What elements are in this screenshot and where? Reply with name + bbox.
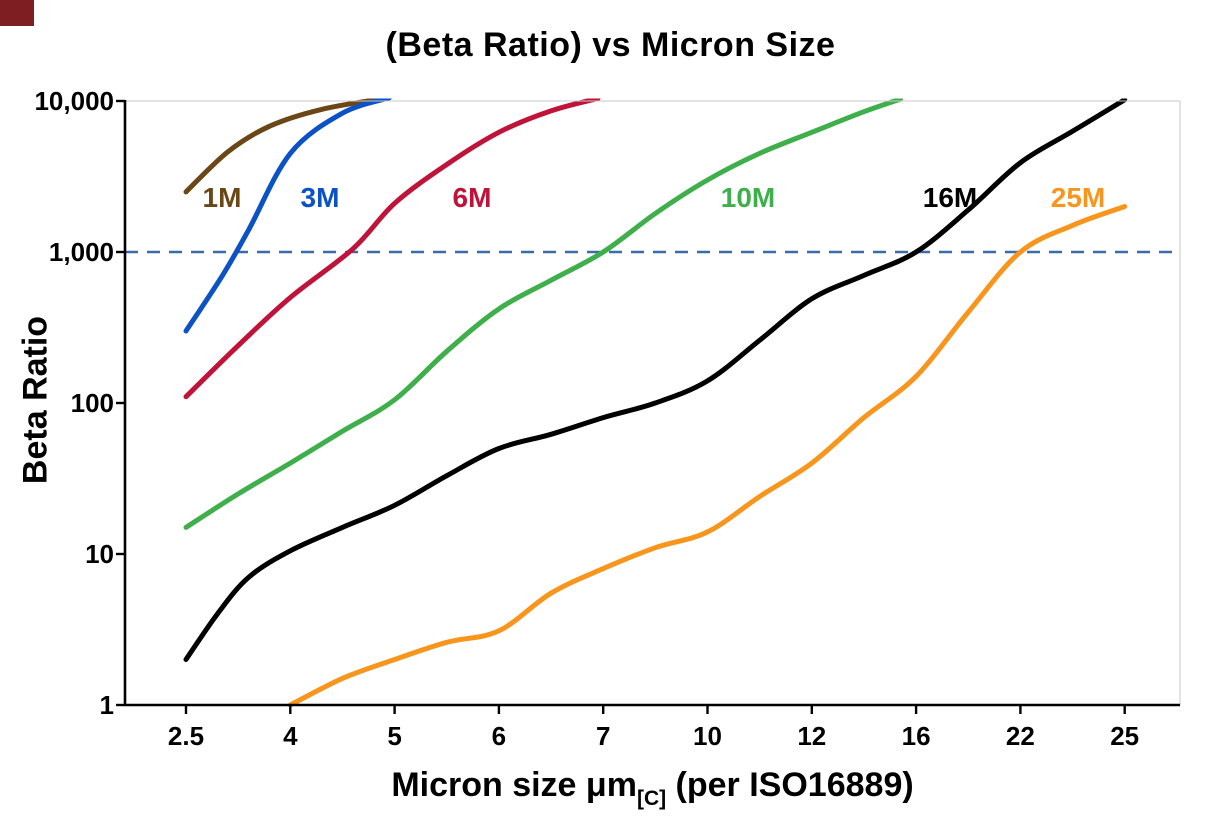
x-tick-label-12: 12 <box>797 721 827 751</box>
y-tick-label-10: 10 <box>85 539 114 569</box>
series-label-6M: 6M <box>452 182 492 213</box>
series-label-10M: 10M <box>720 182 776 213</box>
series-label-1M: 1M <box>202 182 242 213</box>
series-label-3M: 3M <box>300 182 340 213</box>
x-tick-label-2.5: 2.5 <box>167 721 205 751</box>
y-tick-label-10000: 10,000 <box>34 86 114 116</box>
y-tick-label-1000: 1,000 <box>48 237 114 267</box>
curve-3M <box>183 98 392 334</box>
x-axis-label-main: Micron size μm <box>391 766 637 804</box>
curve-1M <box>183 98 387 195</box>
y-tick-label-1: 1 <box>99 690 114 720</box>
x-tick-label-25: 25 <box>1110 721 1140 751</box>
x-tick-label-7: 7 <box>595 721 611 751</box>
x-tick-label-10: 10 <box>693 721 722 751</box>
x-tick-label-16: 16 <box>901 721 931 751</box>
chart-title: (Beta Ratio) vs Micron Size <box>385 26 836 64</box>
x-axis-label-subscript: [C] <box>636 787 667 810</box>
window-corner-artifact <box>0 0 34 26</box>
y-tick-label-100: 100 <box>70 388 114 418</box>
x-tick-label-5: 5 <box>387 721 402 751</box>
x-tick-label-4: 4 <box>283 721 298 751</box>
series-label-16M: 16M <box>922 182 978 213</box>
x-axis-label: Micron size μm[C] (per ISO16889) <box>125 766 1180 810</box>
curve-10M <box>183 98 903 530</box>
x-tick-label-22: 22 <box>1005 721 1035 751</box>
series-label-25M: 25M <box>1050 182 1106 213</box>
curve-16M <box>183 98 1128 662</box>
curve-25M <box>287 204 1128 708</box>
x-tick-label-6: 6 <box>491 721 507 751</box>
x-axis-label-rest: (per ISO16889) <box>666 766 914 804</box>
curve-6M <box>183 98 601 400</box>
